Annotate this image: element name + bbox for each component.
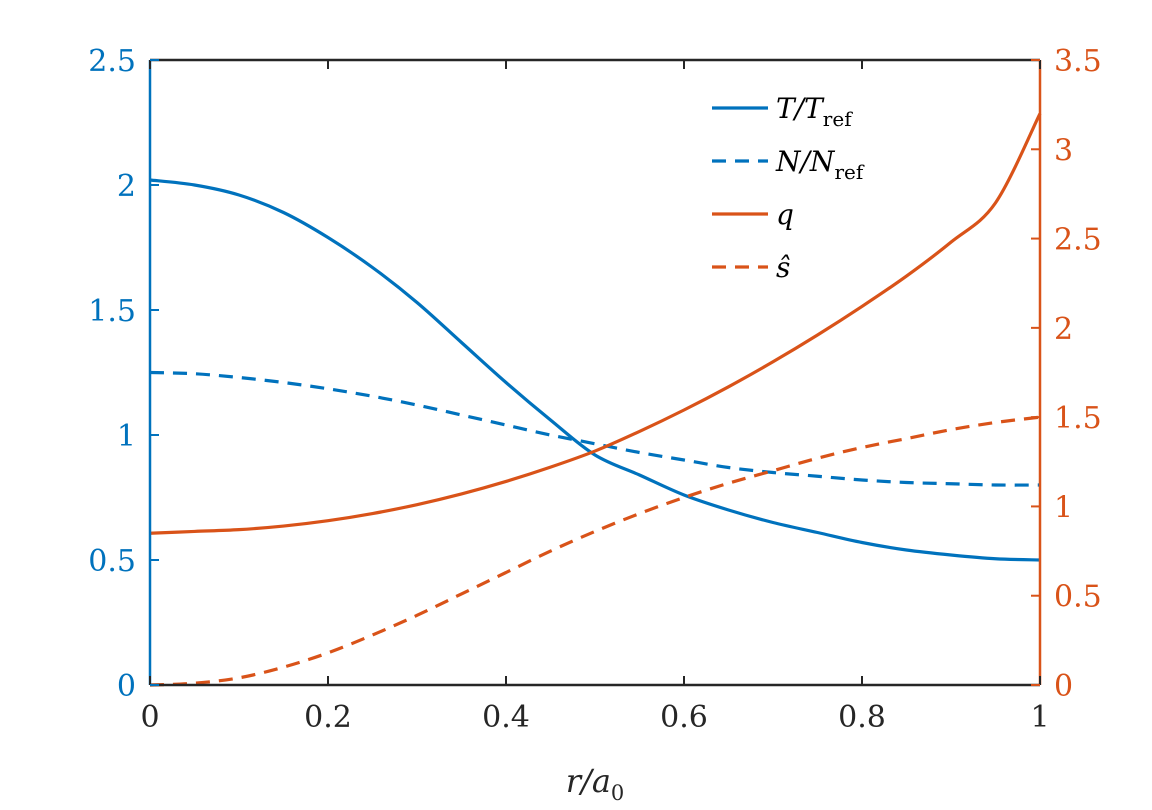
x-tick-label: 0.2	[304, 700, 352, 735]
left-y-tick-label: 2	[117, 169, 136, 204]
x-tick-label: 0.6	[660, 700, 708, 735]
legend-label-4: ŝ	[776, 251, 790, 284]
series-line-2	[149, 370, 1041, 487]
left-y-tick-label: 0.5	[88, 544, 136, 579]
x-tick-label: 0.8	[838, 700, 886, 735]
right-y-tick-label: 3.5	[1054, 44, 1102, 79]
left-y-tick-label: 2.5	[88, 44, 136, 79]
series-line-3	[149, 112, 1042, 535]
right-y-tick-label: 1.5	[1054, 401, 1102, 436]
right-y-tick-label: 3	[1054, 133, 1073, 168]
series-line-4	[149, 415, 1041, 687]
legend-label-3: q	[776, 198, 794, 231]
x-axis-label: r/a0	[566, 762, 625, 805]
left-y-tick-label: 1	[117, 419, 136, 454]
legend-label-2: N/Nref	[775, 145, 865, 184]
right-y-tick-label: 1	[1054, 490, 1073, 525]
right-y-tick-label: 2	[1054, 312, 1073, 347]
plot-background	[150, 60, 1040, 685]
left-y-tick-label: 0	[117, 669, 136, 704]
legend: T/Tref N/Nref qŝ	[712, 92, 865, 284]
series-layer	[149, 112, 1042, 687]
right-y-tick-label: 0	[1054, 669, 1073, 704]
x-tick-label: 0	[140, 700, 159, 735]
right-y-tick-label: 2.5	[1054, 223, 1102, 258]
right-y-tick-label: 0.5	[1054, 580, 1102, 615]
legend-label-1: T/Tref	[776, 92, 853, 131]
x-tick-label: 0.4	[482, 700, 530, 735]
axes-layer: 0 0.2 0.4 0.6 0.8 100.511.522.500.511.522.533…	[88, 44, 1101, 735]
left-y-tick-label: 1.5	[88, 294, 136, 329]
x-tick-label: 1	[1030, 700, 1049, 735]
series-line-1	[149, 178, 1041, 562]
